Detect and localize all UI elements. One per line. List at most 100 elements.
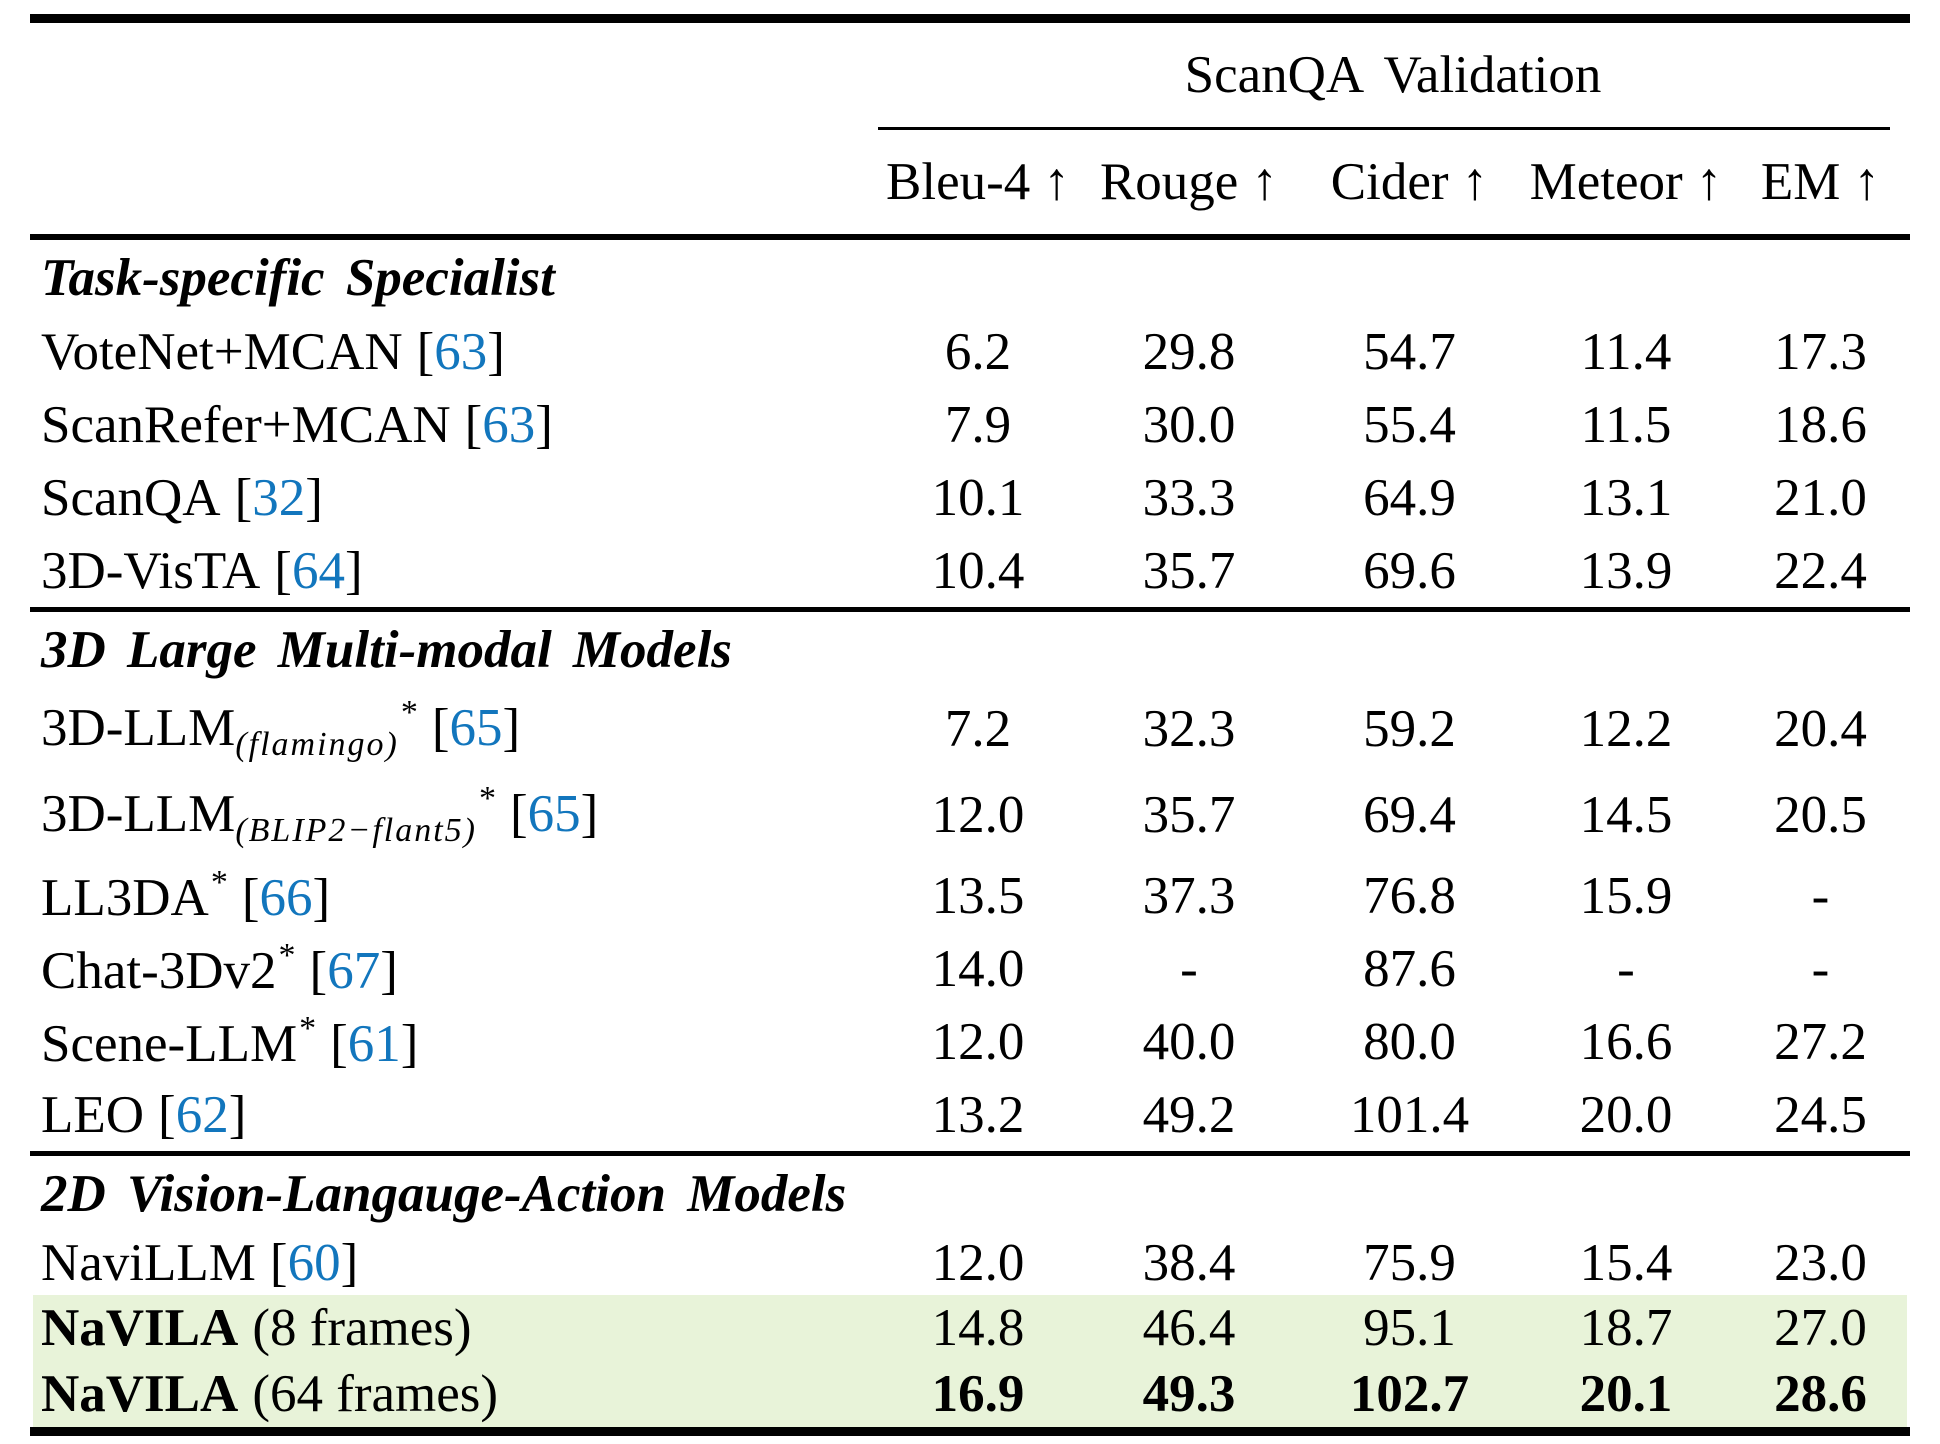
bracket-open: [ — [309, 941, 328, 1000]
section-separator-rule — [30, 1151, 1910, 1156]
table-top-rule — [30, 14, 1910, 23]
bracket-close: ] — [380, 941, 398, 1000]
bracket-open: [ — [241, 868, 260, 927]
model-label: Chat-3Dv2* [67] — [33, 937, 878, 1001]
citation-number[interactable]: 32 — [252, 468, 306, 527]
bracket-open: [ — [269, 1234, 288, 1292]
cell-bleu4: 14.0 — [931, 939, 1025, 998]
model-name: VoteNet+MCAN — [41, 322, 403, 381]
citation-number[interactable]: 66 — [259, 868, 313, 927]
cell-em: 28.6 — [1774, 1365, 1867, 1423]
model-name: ScanRefer+MCAN — [41, 395, 451, 454]
section-title: 3D Large Multi-modal Models — [41, 620, 732, 679]
group-underline-row — [33, 127, 1907, 130]
model-name: Chat-3Dv2 — [41, 941, 277, 1000]
citation[interactable]: [63] — [417, 323, 505, 381]
cell-rouge: 37.3 — [1142, 866, 1236, 925]
cell-bleu4: 14.8 — [931, 1299, 1025, 1357]
cell-em: 22.4 — [1774, 541, 1867, 600]
table-row-scanqa: ScanQA [32] 10.1 33.3 64.9 13.1 21.0 — [33, 461, 1907, 534]
cell-bleu4: 16.9 — [931, 1365, 1025, 1423]
bracket-open: [ — [158, 1085, 176, 1144]
cell-bleu4: 13.5 — [931, 866, 1025, 925]
citation[interactable]: [66] — [242, 869, 330, 927]
model-name: Scene-LLM — [41, 1014, 298, 1073]
cell-bleu4: 12.0 — [931, 1012, 1025, 1071]
model-label: 3D-LLM(flamingo)* [65] — [33, 694, 878, 764]
cell-rouge: - — [1180, 939, 1198, 998]
model-label: NaviLLM [60] — [33, 1233, 878, 1293]
model-name: ScanQA — [41, 468, 221, 527]
table-row-3dllm-blip2: 3D-LLM(BLIP2−flant5)* [65] 12.0 35.7 69.4… — [33, 771, 1907, 859]
model-label: VoteNet+MCAN [63] — [33, 322, 878, 382]
cell-em: 17.3 — [1774, 322, 1867, 381]
cell-rouge: 46.4 — [1142, 1299, 1236, 1357]
table-row-navila-64: NaVILA (64 frames) 16.9 49.3 102.7 20.1 2… — [33, 1361, 1907, 1427]
citation[interactable]: [61] — [330, 1015, 418, 1073]
cell-rouge: 49.3 — [1142, 1365, 1236, 1423]
cell-cider: 69.6 — [1363, 541, 1456, 600]
table-row-3dllm-flamingo: 3D-LLM(flamingo)* [65] 7.2 32.3 59.2 12.2… — [33, 687, 1907, 771]
citation-number[interactable]: 63 — [434, 322, 488, 381]
cell-bleu4: 7.2 — [944, 700, 1012, 758]
column-header-cider: Cider ↑ — [1330, 153, 1489, 211]
citation-number[interactable]: 64 — [291, 541, 345, 600]
model-label: LL3DA* [66] — [33, 864, 878, 928]
bracket-open: [ — [464, 395, 483, 454]
cell-em: 20.4 — [1774, 700, 1867, 758]
citation[interactable]: [62] — [158, 1086, 246, 1144]
table-row-3d-vista: 3D-VisTA [64] 10.4 35.7 69.6 13.9 22.4 — [33, 534, 1907, 607]
citation[interactable]: [63] — [465, 396, 553, 454]
citation[interactable]: [64] — [274, 542, 362, 600]
cell-cider: 80.0 — [1363, 1012, 1456, 1071]
cell-em: 18.6 — [1774, 395, 1867, 454]
model-label: LEO [62] — [33, 1085, 878, 1145]
cell-cider: 64.9 — [1363, 468, 1456, 527]
citation[interactable]: [65] — [510, 785, 598, 843]
table-row-scanrefer-mcan: ScanRefer+MCAN [63] 7.9 30.0 55.4 11.5 18… — [33, 388, 1907, 461]
citation[interactable]: [60] — [270, 1234, 358, 1292]
citation[interactable]: [67] — [310, 942, 398, 1000]
model-label: Scene-LLM* [61] — [33, 1010, 878, 1074]
bracket-open: [ — [330, 1014, 348, 1073]
model-name: LL3DA — [41, 868, 209, 927]
model-label: NaVILA (8 frames) — [33, 1298, 878, 1358]
bracket-close: ] — [502, 699, 521, 757]
group-header-row: ScanQA Validation — [33, 23, 1907, 127]
cell-meteor: 18.7 — [1579, 1299, 1673, 1357]
cell-bleu4: 12.0 — [931, 786, 1025, 844]
cell-em: - — [1811, 866, 1830, 925]
cell-cider: 55.4 — [1363, 395, 1456, 454]
cell-rouge: 49.2 — [1142, 1085, 1236, 1144]
citation-number[interactable]: 67 — [327, 941, 381, 1000]
citation-number[interactable]: 65 — [449, 699, 503, 757]
model-suffix: (64 frames) — [252, 1365, 499, 1423]
group-header: ScanQA Validation — [1184, 46, 1602, 104]
model-label: 3D-VisTA [64] — [33, 541, 878, 601]
cell-meteor: 16.6 — [1579, 1012, 1673, 1071]
citation[interactable]: [32] — [235, 469, 323, 527]
model-asterisk: * — [299, 1009, 317, 1047]
cell-meteor: 14.5 — [1579, 786, 1673, 844]
citation[interactable]: [65] — [432, 699, 520, 757]
citation-number[interactable]: 61 — [347, 1014, 401, 1073]
section-title-row: 3D Large Multi-modal Models — [33, 612, 1907, 687]
model-name: NaVILA — [41, 1365, 239, 1423]
cell-rouge: 38.4 — [1142, 1234, 1236, 1292]
citation-number[interactable]: 60 — [287, 1234, 341, 1292]
table-row-chat-3dv2: Chat-3Dv2* [67] 14.0 - 87.6 - - — [33, 932, 1907, 1005]
cell-cider: 69.4 — [1363, 786, 1456, 844]
model-name: LEO — [41, 1085, 145, 1144]
section-task-specific: Task-specific Specialist VoteNet+MCAN [63… — [0, 240, 1940, 607]
cell-cider: 87.6 — [1363, 939, 1456, 998]
citation-number[interactable]: 63 — [482, 395, 536, 454]
model-asterisk: * — [479, 780, 497, 817]
cell-em: 20.5 — [1774, 786, 1867, 844]
citation-number[interactable]: 65 — [527, 785, 581, 843]
model-name: NaviLLM — [41, 1234, 256, 1292]
bracket-close: ] — [340, 1234, 359, 1292]
cell-rouge: 40.0 — [1142, 1012, 1236, 1071]
bracket-open: [ — [510, 785, 528, 843]
citation-number[interactable]: 62 — [175, 1085, 229, 1144]
column-header-em: EM ↑ — [1760, 153, 1881, 211]
